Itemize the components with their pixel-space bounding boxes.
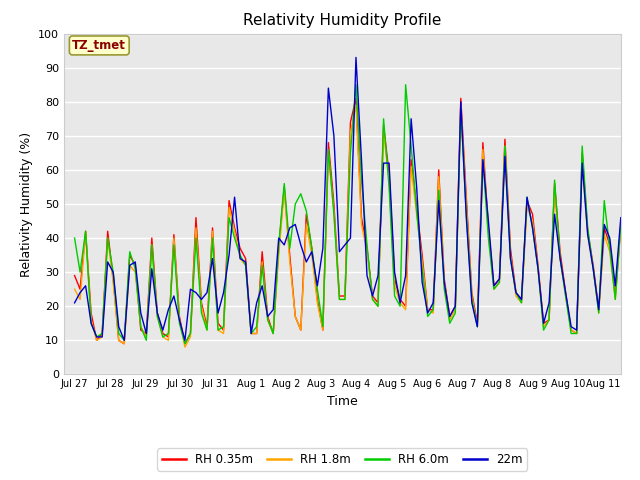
Y-axis label: Relativity Humidity (%): Relativity Humidity (%) xyxy=(20,132,33,276)
Legend: RH 0.35m, RH 1.8m, RH 6.0m, 22m: RH 0.35m, RH 1.8m, RH 6.0m, 22m xyxy=(157,448,527,471)
Title: Relativity Humidity Profile: Relativity Humidity Profile xyxy=(243,13,442,28)
Text: TZ_tmet: TZ_tmet xyxy=(72,39,126,52)
X-axis label: Time: Time xyxy=(327,395,358,408)
